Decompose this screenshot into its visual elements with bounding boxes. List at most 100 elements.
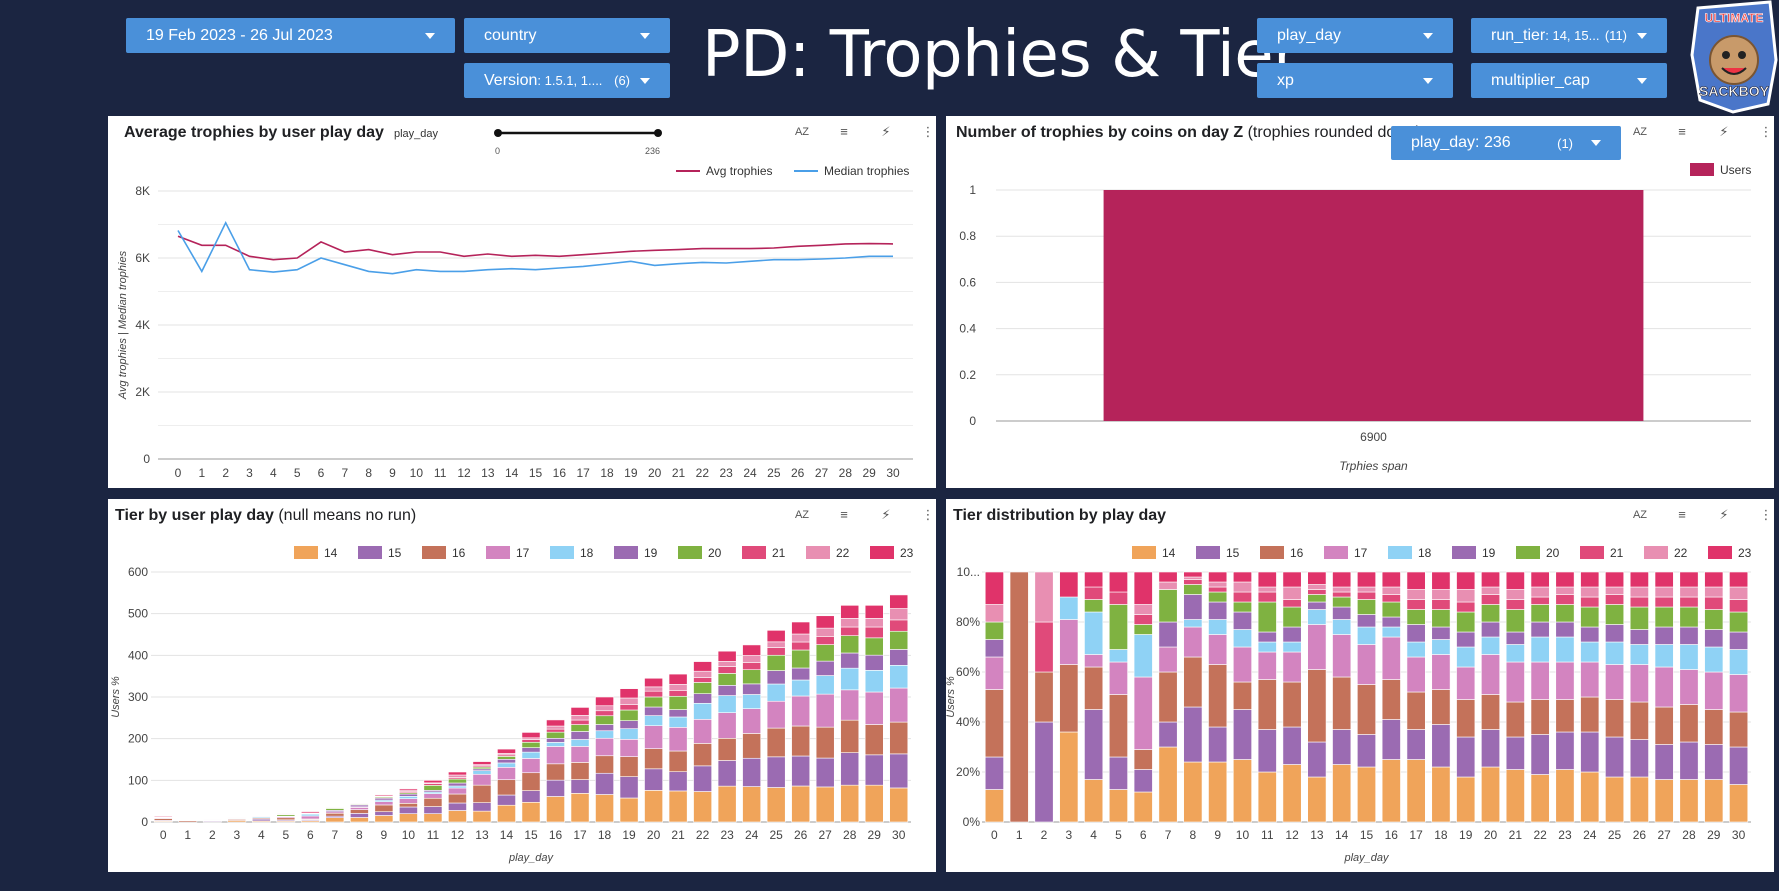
bar-segment-tier-23 <box>1282 571 1302 588</box>
bar-segment-tier-21 <box>889 619 909 632</box>
bar-segment-tier-20 <box>1505 609 1525 633</box>
play-day-filter-label: play_day <box>1277 26 1342 44</box>
bar-segment-tier-17 <box>1530 661 1550 700</box>
bar-segment-tier-19 <box>668 709 688 718</box>
bar-segment-tier-20 <box>1108 604 1128 650</box>
bar-segment-tier-16 <box>766 727 786 758</box>
bar-segment-tier-21 <box>644 690 663 698</box>
bar-segment-tier-22 <box>840 618 860 628</box>
x-tick-label: 3 <box>1065 828 1072 842</box>
bar-segment-tier-18 <box>889 665 909 689</box>
play-day-filter[interactable]: play_day <box>1257 18 1453 53</box>
x-tick-label: 19 <box>1459 828 1473 842</box>
bar-segment-tier-14 <box>791 785 811 823</box>
version-filter[interactable]: Version: 1.5.1, 1.... (6) <box>464 63 670 98</box>
bar-segment-tier-22 <box>1232 581 1252 593</box>
lightning-icon[interactable]: ⚡ <box>1719 124 1729 139</box>
sort-icon[interactable]: AZ <box>794 126 810 138</box>
filter-icon[interactable]: ≡ <box>840 124 848 139</box>
legend-label: 23 <box>1738 546 1752 560</box>
bar-segment-tier-23 <box>374 794 394 797</box>
bar-segment-tier-18 <box>1679 644 1699 670</box>
play-day-panel-filter[interactable]: play_day: 236 (1) <box>1391 126 1621 160</box>
bar-segment-tier-21 <box>570 719 590 725</box>
xp-filter[interactable]: xp <box>1257 63 1453 98</box>
bar-segment-tier-15 <box>644 768 663 791</box>
bar-segment-tier-15 <box>889 753 909 789</box>
x-tick-label: 22 <box>696 828 710 842</box>
filter-icon[interactable]: ≡ <box>1678 124 1686 139</box>
y-tick-label: 10... <box>957 565 980 579</box>
legend-label: 21 <box>1610 546 1624 560</box>
date-range-picker[interactable]: 19 Feb 2023 - 26 Jul 2023 <box>126 18 455 53</box>
x-tick-label: 8 <box>356 828 363 842</box>
bar-segment-tier-17 <box>1307 624 1327 670</box>
x-tick-label: 26 <box>791 466 805 480</box>
bar-segment-tier-14 <box>1555 769 1575 823</box>
bar-segment-tier-15 <box>840 752 860 786</box>
bar-segment-tier-17 <box>521 758 541 774</box>
bar-segment-tier-21 <box>521 739 541 743</box>
x-tick-label: 27 <box>1657 828 1671 842</box>
bar-segment-tier-22 <box>889 608 909 621</box>
filter-icon[interactable]: ≡ <box>840 507 848 522</box>
more-vert-icon[interactable]: ⋮ <box>1759 124 1773 139</box>
bar-segment-tier-20 <box>1282 606 1302 628</box>
bar-segment-tier-18 <box>595 730 614 739</box>
sort-icon[interactable]: AZ <box>794 509 810 521</box>
chevron-down-icon <box>1423 77 1433 84</box>
country-filter[interactable]: country <box>464 18 670 53</box>
bar-segment-tier-17 <box>1059 619 1079 665</box>
bar-segment-tier-21 <box>1505 599 1525 610</box>
multiplier-cap-filter[interactable]: multiplier_cap <box>1471 63 1667 98</box>
bar-segment-tier-18 <box>472 770 492 775</box>
bar-segment-tier-17 <box>1679 669 1699 705</box>
more-vert-icon[interactable]: ⋮ <box>1759 507 1773 522</box>
bar-segment-tier-22 <box>984 604 1004 623</box>
lightning-icon[interactable]: ⚡ <box>881 507 891 522</box>
bar-segment-tier-19 <box>1232 611 1252 630</box>
bar-segment-tier-16 <box>472 784 492 803</box>
bar-segment-tier-22 <box>448 774 467 778</box>
bar-segment-tier-16 <box>1729 711 1749 748</box>
more-vert-icon[interactable]: ⋮ <box>921 124 935 139</box>
bar-segment-tier-19 <box>1357 614 1376 628</box>
y-axis-label: Users % <box>110 676 122 718</box>
filter-icon[interactable]: ≡ <box>1678 507 1686 522</box>
bar-segment-tier-23 <box>521 732 541 739</box>
bar-segment-tier-15 <box>1208 726 1228 763</box>
bar-segment-tier-21 <box>1704 596 1724 610</box>
sort-icon[interactable]: AZ <box>1632 126 1648 138</box>
bar-segment-tier-22 <box>693 670 712 678</box>
x-tick-label: 2 <box>222 466 229 480</box>
bar-segment-tier-14 <box>984 789 1004 823</box>
x-tick-label: 9 <box>389 466 396 480</box>
bar-segment-tier-15 <box>399 806 418 814</box>
y-tick-label: 0 <box>143 452 150 466</box>
bar-segment-tier-19 <box>1406 624 1426 643</box>
x-axis-label: play_day <box>508 852 555 864</box>
more-vert-icon[interactable]: ⋮ <box>921 507 935 522</box>
bar-segment-tier-18 <box>791 679 811 697</box>
bar-segment-tier-19 <box>1158 621 1178 648</box>
bar-segment-tier-19 <box>1431 626 1451 640</box>
bar-segment-tier-15 <box>1654 744 1674 780</box>
bar-segment-tier-14 <box>1729 784 1749 823</box>
x-tick-label: 12 <box>451 828 465 842</box>
legend-label: Median trophies <box>824 164 909 178</box>
bar-segment-tier-17 <box>300 815 320 820</box>
lightning-icon[interactable]: ⚡ <box>881 124 891 139</box>
lightning-icon[interactable]: ⚡ <box>1719 507 1729 522</box>
sort-icon[interactable]: AZ <box>1632 509 1648 521</box>
bar-segment-tier-19 <box>497 758 516 764</box>
bar-segment-tier-15 <box>1629 739 1649 778</box>
bar-segment-tier-23 <box>1307 571 1327 585</box>
bar-segment-tier-19 <box>1257 631 1277 643</box>
bar-segment-tier-20 <box>889 630 909 650</box>
x-tick-label: 1 <box>184 828 191 842</box>
bar-segment-tier-19 <box>1208 601 1228 620</box>
x-tick-label: 9 <box>381 828 388 842</box>
run-tier-filter[interactable]: run_tier: 14, 15... (11) <box>1471 18 1667 53</box>
bar-segment-tier-18 <box>1729 649 1749 675</box>
bar-segment-tier-19 <box>644 706 663 716</box>
